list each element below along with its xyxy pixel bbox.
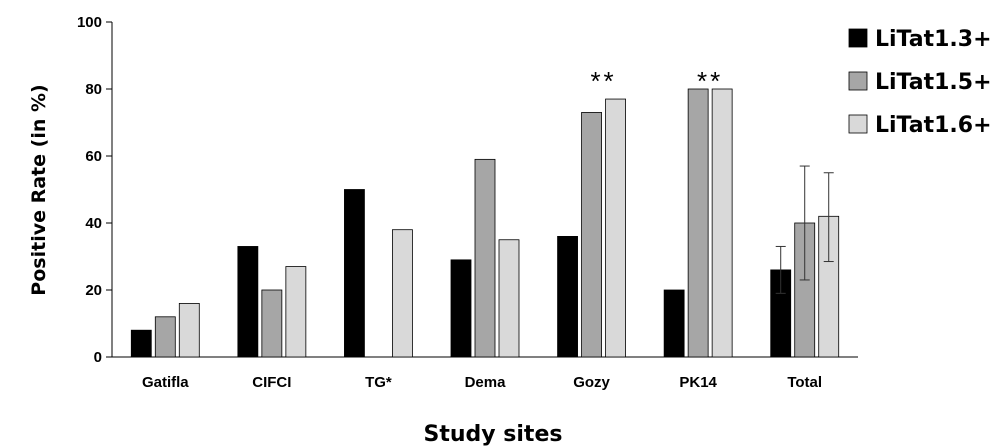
y-tick-label: 20 xyxy=(85,282,102,299)
x-tick-label: TG* xyxy=(365,374,392,391)
bar xyxy=(498,239,520,358)
bar xyxy=(237,246,259,358)
x-tick-label: PK14 xyxy=(679,374,717,391)
legend-swatch xyxy=(848,28,868,48)
y-tick-label: 60 xyxy=(85,148,102,165)
legend-swatch xyxy=(848,71,868,91)
legend-label: LiTat1.3+ xyxy=(875,27,992,52)
x-tick-label: Total xyxy=(787,374,822,391)
bar xyxy=(178,302,200,358)
significance-annotation: ** xyxy=(590,66,616,96)
bar xyxy=(605,98,626,358)
error-bars xyxy=(775,165,834,294)
bar xyxy=(285,266,307,358)
x-tick-label: CIFCI xyxy=(252,374,291,391)
bars xyxy=(130,88,840,358)
bar xyxy=(344,189,365,358)
bar xyxy=(711,88,733,358)
bar xyxy=(581,112,602,358)
y-axis-title: Positive Rate (in %) xyxy=(28,84,50,295)
annotations: ** ** xyxy=(590,66,723,96)
x-tick-label: Gatifla xyxy=(142,374,189,391)
bar xyxy=(474,158,496,358)
y-tick-label: 0 xyxy=(94,349,102,366)
bar xyxy=(450,259,472,358)
bar xyxy=(392,229,413,358)
legend-swatch xyxy=(848,114,868,134)
bar xyxy=(663,289,685,358)
legend-label: LiTat1.6+ xyxy=(875,113,992,138)
bar xyxy=(130,329,152,358)
legend-label: LiTat1.5+ xyxy=(875,70,992,95)
legend: LiTat1.3+ LiTat1.5+ LiTat1.6+ xyxy=(848,27,992,138)
y-axis: 0 20 40 60 80 100 xyxy=(77,14,113,366)
bar xyxy=(557,235,578,358)
y-tick-label: 80 xyxy=(85,81,102,98)
y-tick-label: 40 xyxy=(85,215,102,232)
x-axis-title: Study sites xyxy=(424,422,563,447)
x-axis: Gatifla CIFCI TG* Dema Gozy PK14 Total xyxy=(112,356,858,391)
significance-annotation: ** xyxy=(697,66,723,96)
x-tick-label: Dema xyxy=(465,374,507,391)
bar xyxy=(261,289,283,358)
bar xyxy=(154,316,176,358)
bar xyxy=(687,88,709,358)
x-tick-label: Gozy xyxy=(573,374,610,391)
y-tick-label: 100 xyxy=(77,14,102,31)
